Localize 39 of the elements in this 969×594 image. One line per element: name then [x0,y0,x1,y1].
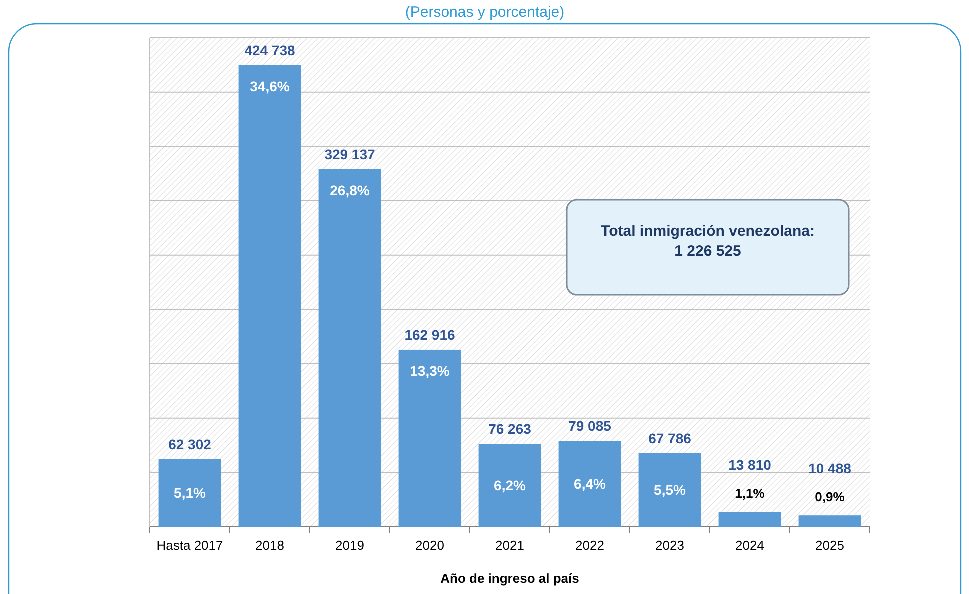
bar [318,169,382,527]
bar [398,350,462,527]
annotation: 26,8% [330,182,370,198]
annotation: 13,3% [410,362,450,379]
annotation: 6,4% [574,476,606,492]
bar [798,516,862,527]
x-tick-label: 2019 [336,538,364,554]
bar [238,65,302,527]
data-label: 162 916 [404,326,456,343]
data-label: 424 738 [244,42,296,58]
data-label: 79 085 [568,418,612,434]
data-label: 10 488 [808,460,852,477]
bar [638,453,702,527]
x-tick-label: 2021 [496,538,524,554]
bar [718,512,782,527]
x-axis-title: Año de ingreso al país [440,571,580,586]
annotation: 6,2% [494,478,526,494]
bar [478,444,542,527]
annotation: 5,1% [174,485,206,502]
annotation: 0,9% [815,490,846,505]
data-label: 62 302 [168,436,212,452]
annotation: 1,1% [735,486,766,501]
annotation: Total inmigración venezolana: 1 226 525 [601,223,815,260]
x-tick-label: 2023 [656,538,684,554]
annotation: 34,6% [250,78,290,94]
data-label: 329 137 [324,146,376,162]
x-tick-label: 2024 [736,538,764,554]
x-tick-label: 2018 [256,538,284,554]
bar [158,459,222,527]
annotation: 5,5% [654,482,686,498]
data-label: 13 810 [728,456,772,473]
x-tick-label: Hasta 2017 [156,538,224,554]
chart-subtitle: (Personas y porcentaje) [405,4,565,21]
x-tick-label: 2025 [816,538,844,554]
x-tick-label: 2020 [416,538,444,554]
bar [558,441,622,527]
data-label: 67 786 [648,430,692,446]
data-label: 76 263 [488,421,532,438]
x-tick-label: 2022 [576,538,604,554]
